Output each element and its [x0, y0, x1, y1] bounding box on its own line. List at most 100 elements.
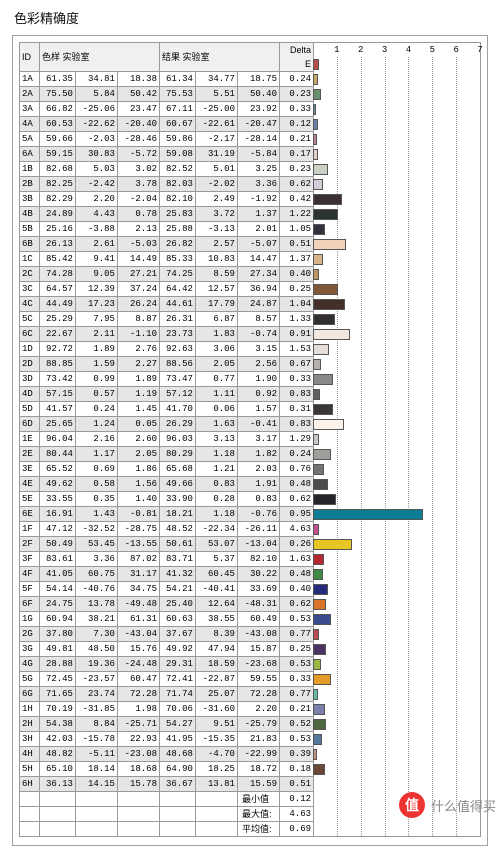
delta-bar	[313, 494, 336, 505]
cell-id: 5C	[20, 312, 40, 327]
cell-value: -31.60	[195, 702, 237, 717]
table-row: 3B82.292.20-2.0482.102.49-1.920.42	[20, 192, 314, 207]
cell-value: 88.85	[40, 357, 76, 372]
cell-value: 74.25	[160, 267, 196, 282]
bar-cell	[313, 87, 480, 102]
table-row: 1C85.429.4114.4985.3310.8314.471.37	[20, 252, 314, 267]
cell-value: 23.92	[237, 102, 279, 117]
cell-value: 57.15	[40, 387, 76, 402]
cell-id: 1G	[20, 612, 40, 627]
cell-value: 5.03	[75, 162, 117, 177]
cell-id: 3A	[20, 102, 40, 117]
cell-value: 0.33	[280, 672, 314, 687]
cell-id: 1E	[20, 432, 40, 447]
summary-value: 0.69	[280, 822, 314, 837]
cell-value: -5.03	[117, 237, 159, 252]
cell-value: 72.41	[160, 672, 196, 687]
cell-value: -4.70	[195, 747, 237, 762]
cell-value: 38.21	[75, 612, 117, 627]
table-row: 3H42.03-15.7822.9341.95-15.3521.830.53	[20, 732, 314, 747]
cell-id: 1B	[20, 162, 40, 177]
cell-value: 13.78	[75, 597, 117, 612]
cell-id: 4H	[20, 747, 40, 762]
table-row: 6A59.1530.83-5.7259.0831.19-5.840.17	[20, 147, 314, 162]
cell-id: 3E	[20, 462, 40, 477]
delta-bar	[313, 599, 326, 610]
delta-bar	[313, 704, 325, 715]
cell-value: 0.06	[195, 402, 237, 417]
cell-value: 54.14	[40, 582, 76, 597]
cell-id: 1H	[20, 702, 40, 717]
cell-value: 0.31	[280, 402, 314, 417]
summary-row: 最大值:4.63	[20, 807, 314, 822]
watermark-badge: 值	[399, 792, 425, 818]
table-row: 2E80.441.172.0580.291.181.820.24	[20, 447, 314, 462]
cell-value: 25.83	[160, 207, 196, 222]
cell-value: 64.57	[40, 282, 76, 297]
cell-value: 0.40	[280, 582, 314, 597]
cell-value: 25.40	[160, 597, 196, 612]
cell-value: 0.05	[117, 417, 159, 432]
cell-value: -48.31	[237, 597, 279, 612]
cell-value: 0.21	[280, 702, 314, 717]
cell-value: 65.52	[40, 462, 76, 477]
cell-value: 3.36	[75, 552, 117, 567]
cell-value: 0.48	[280, 477, 314, 492]
cell-value: 80.44	[40, 447, 76, 462]
cell-id: 4A	[20, 117, 40, 132]
cell-value: 5.01	[195, 162, 237, 177]
delta-bar	[313, 554, 324, 565]
cell-value: 67.11	[160, 102, 196, 117]
cell-value: 17.23	[75, 297, 117, 312]
cell-value: 49.81	[40, 642, 76, 657]
delta-bar	[313, 629, 319, 640]
cell-value: 1.04	[280, 297, 314, 312]
cell-value: -5.72	[117, 147, 159, 162]
cell-id: 5E	[20, 492, 40, 507]
bar-cell	[313, 732, 480, 747]
cell-value: 96.03	[160, 432, 196, 447]
delta-bar	[313, 524, 319, 535]
cell-value: 0.57	[75, 387, 117, 402]
summary-label: 最大值:	[237, 807, 279, 822]
bar-cell	[313, 582, 480, 597]
cell-value: -43.08	[237, 627, 279, 642]
cell-value: 25.07	[195, 687, 237, 702]
cell-value: 5.51	[195, 87, 237, 102]
cell-value: -22.62	[75, 117, 117, 132]
cell-value: 28.88	[40, 657, 76, 672]
table-row: 2H54.388.84-25.7154.279.51-25.790.52	[20, 717, 314, 732]
cell-value: 0.83	[195, 477, 237, 492]
cell-value: -24.48	[117, 657, 159, 672]
cell-value: -31.85	[75, 702, 117, 717]
bar-cell	[313, 237, 480, 252]
col-delta: Delta E	[280, 43, 314, 72]
report-frame: ID 色样 实验室 结果 实验室 Delta E 1A61.3534.8118.…	[12, 35, 488, 846]
cell-value: 24.87	[237, 297, 279, 312]
cell-value: 3.25	[237, 162, 279, 177]
table-row: 3E65.520.691.8665.681.212.030.76	[20, 462, 314, 477]
cell-id: 6D	[20, 417, 40, 432]
cell-value: 48.68	[160, 747, 196, 762]
cell-value: 49.66	[160, 477, 196, 492]
table-row: 4B24.894.430.7825.833.721.371.22	[20, 207, 314, 222]
cell-value: 1.18	[195, 447, 237, 462]
cell-value: 0.33	[280, 372, 314, 387]
cell-id: 1A	[20, 72, 40, 87]
cell-id: 3B	[20, 192, 40, 207]
cell-value: 71.65	[40, 687, 76, 702]
delta-bar	[313, 149, 318, 160]
cell-value: 1.45	[117, 402, 159, 417]
cell-value: 71.74	[160, 687, 196, 702]
cell-value: 1.11	[195, 387, 237, 402]
cell-value: 96.04	[40, 432, 76, 447]
cell-value: 0.77	[280, 627, 314, 642]
delta-bar	[313, 329, 350, 340]
cell-value: 4.43	[75, 207, 117, 222]
gridline	[480, 57, 481, 836]
cell-value: 3.15	[237, 342, 279, 357]
cell-value: 0.83	[280, 417, 314, 432]
cell-value: -23.57	[75, 672, 117, 687]
page-title: 色彩精确度	[14, 8, 488, 27]
cell-value: 75.53	[160, 87, 196, 102]
